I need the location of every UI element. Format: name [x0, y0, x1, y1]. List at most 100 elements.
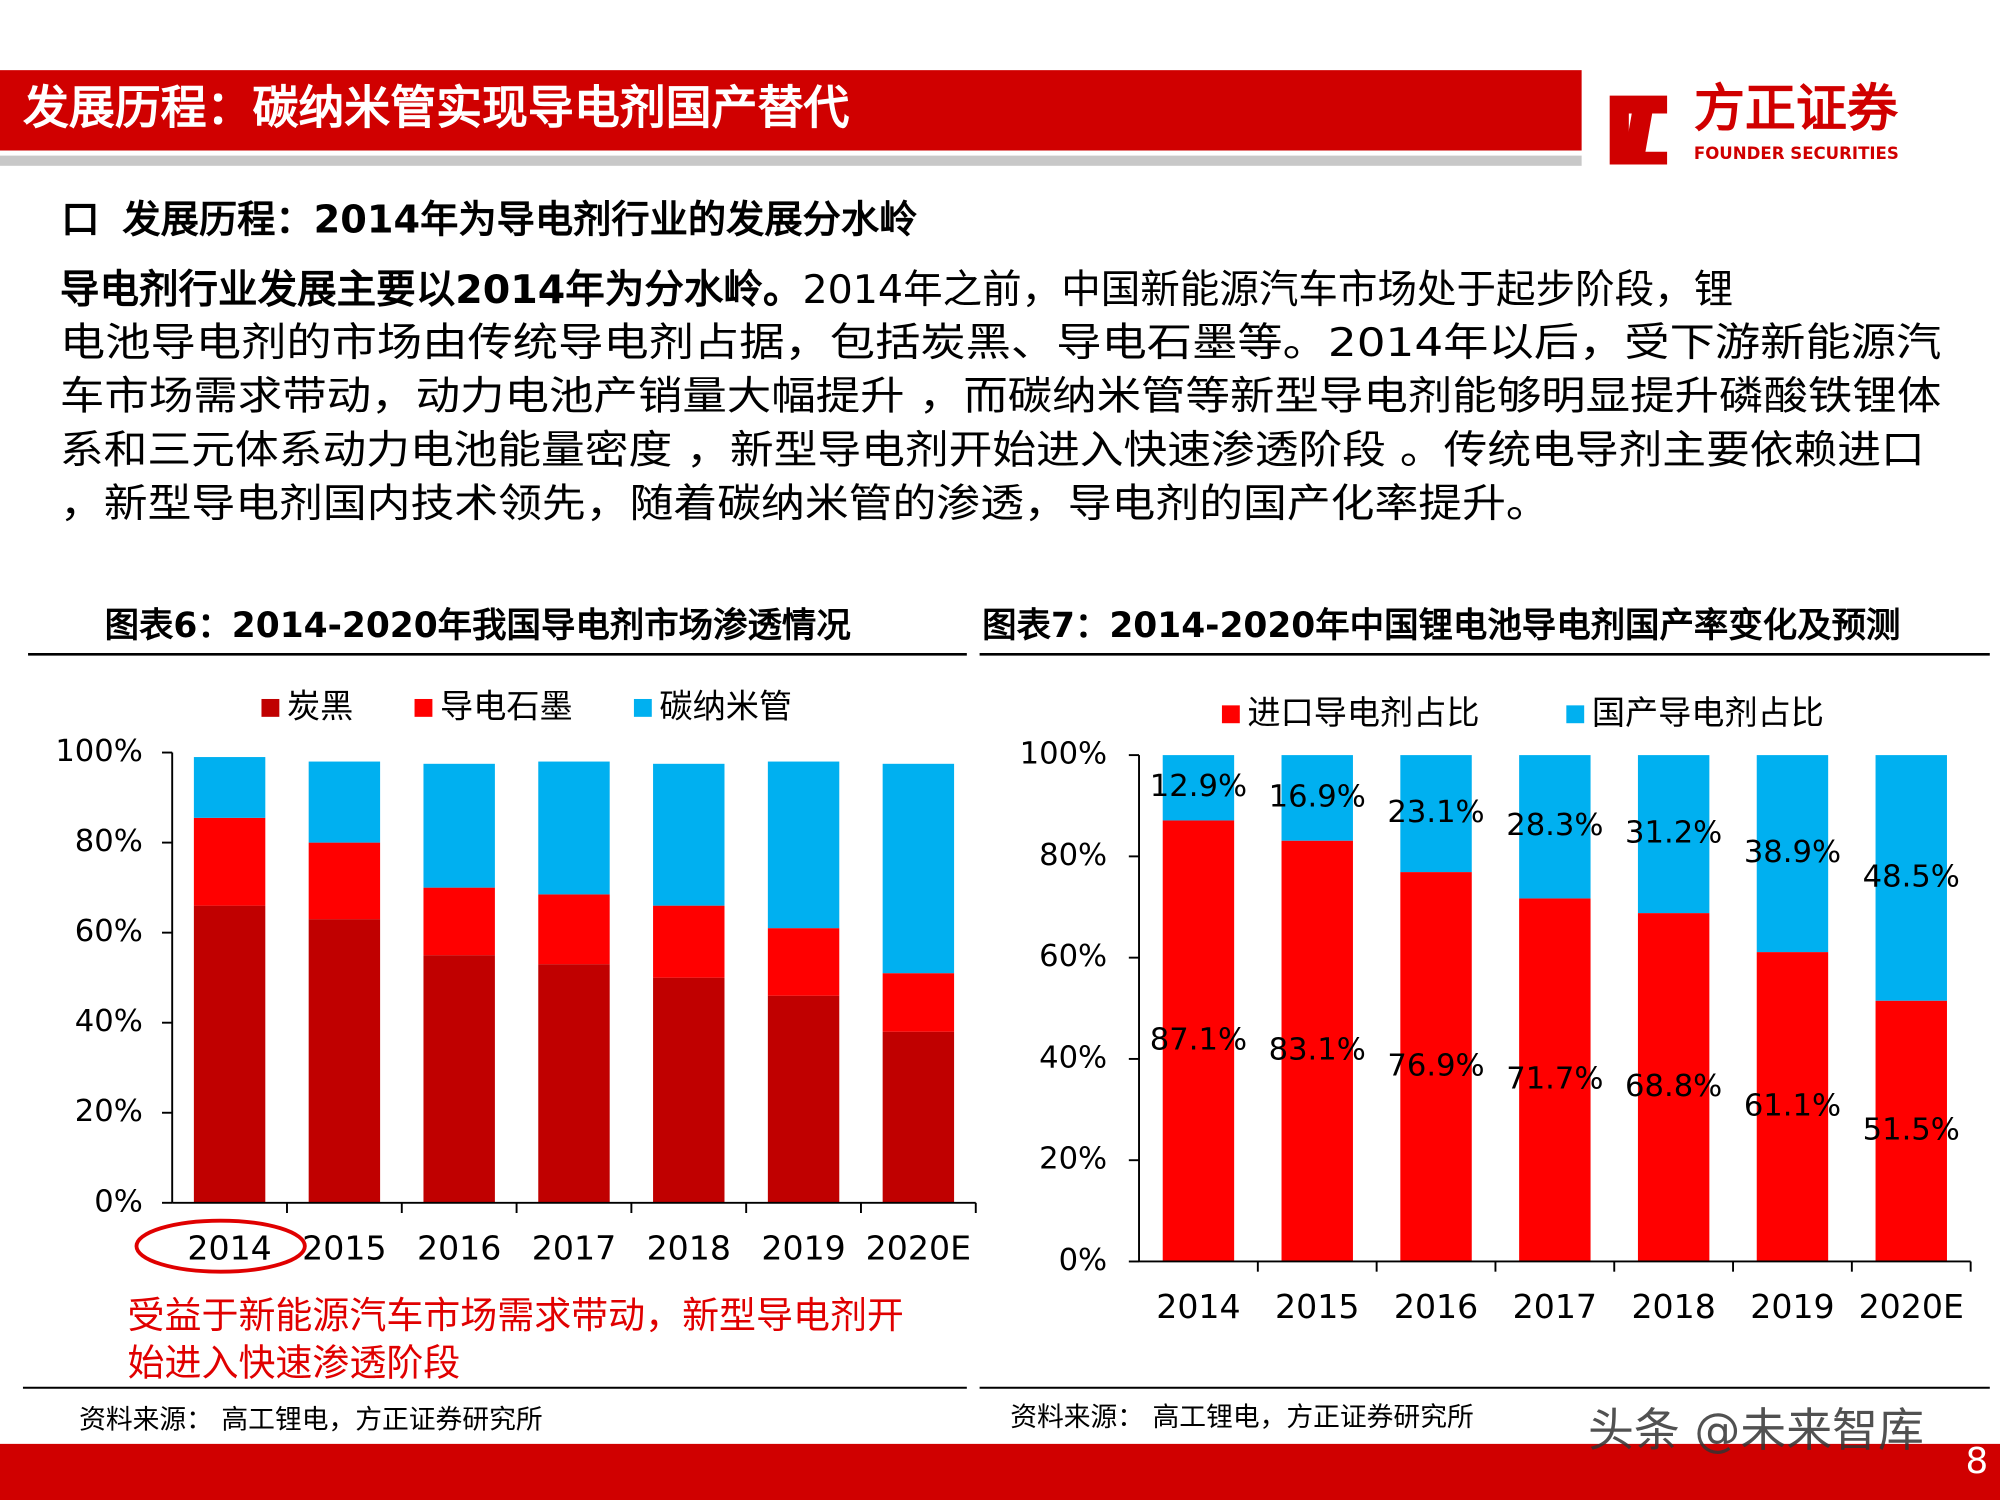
- header-title: 发展历程：碳纳米管实现导电剂国产替代: [23, 80, 849, 134]
- y-tick-label: 0%: [94, 1184, 143, 1219]
- bar-segment: [1281, 840, 1353, 1262]
- chart-title: 图表6：2014-2020年我国导电剂市场渗透情况: [105, 606, 851, 646]
- y-tick-label: 20%: [1039, 1142, 1107, 1177]
- annotation: 始进入快速渗透阶段: [128, 1341, 461, 1384]
- bar-segment: [193, 905, 266, 1203]
- bar-segment: [767, 761, 840, 929]
- bar-segment: [653, 977, 725, 1203]
- highlight-circle: [134, 1218, 307, 1274]
- x-tick-label: 2020E: [866, 1229, 971, 1268]
- legend-label: 导电石墨: [440, 686, 573, 725]
- value-label: 76.9%: [1387, 1048, 1484, 1083]
- bar-segment: [308, 761, 381, 843]
- source: 资料来源： 高工锂电，方正证券研究所: [79, 1404, 543, 1435]
- paragraph-line: 导电剂行业发展主要以2014年为分水岭。2014年之前，中国新能源汽车市场处于起…: [60, 267, 1733, 313]
- bar-segment: [1756, 952, 1829, 1262]
- y-tick-label: 80%: [1039, 838, 1107, 873]
- value-label: 71.7%: [1506, 1061, 1603, 1096]
- section-marker: 口: [61, 197, 99, 242]
- y-tick-label: 60%: [1039, 939, 1107, 974]
- bar-segment: [1875, 755, 1947, 1001]
- page-number: 8: [1966, 1441, 1989, 1482]
- bar-segment: [538, 964, 610, 1203]
- x-tick-label: 2017: [1513, 1287, 1597, 1326]
- bar-segment: [1281, 755, 1353, 841]
- value-label: 48.5%: [1863, 859, 1960, 894]
- x-tick-label: 2018: [647, 1229, 731, 1268]
- bar-segment: [308, 842, 381, 920]
- bar-segment: [1519, 755, 1591, 899]
- y-tick-label: 80%: [75, 824, 143, 859]
- legend-swatch: [633, 698, 652, 717]
- bar-segment: [423, 955, 495, 1203]
- bar-segment: [423, 763, 495, 888]
- bar-segment: [1756, 755, 1829, 953]
- value-label: 38.9%: [1744, 835, 1841, 870]
- x-tick-label: 2019: [1750, 1287, 1834, 1326]
- x-tick-label: 2017: [532, 1229, 616, 1268]
- bar-segment: [1637, 755, 1710, 914]
- x-tick-label: 2015: [1275, 1287, 1359, 1326]
- chart-title: 图表7：2014-2020年中国锂电池导电剂国产率变化及预测: [982, 606, 1900, 646]
- x-tick-label: 2014: [1156, 1287, 1240, 1326]
- y-tick-label: 40%: [1039, 1040, 1107, 1075]
- value-label: 31.2%: [1625, 816, 1722, 851]
- legend-swatch: [261, 698, 280, 717]
- x-tick-label: 2016: [1394, 1287, 1478, 1326]
- logo-mark: [1624, 102, 1655, 154]
- x-tick-label: 2018: [1631, 1287, 1715, 1326]
- bar-segment: [882, 973, 955, 1032]
- legend-swatch: [1566, 705, 1585, 724]
- legend-label: 碳纳米管: [659, 686, 792, 725]
- value-label: 12.9%: [1150, 769, 1247, 804]
- value-label: 83.1%: [1269, 1033, 1366, 1068]
- logo-en: FOUNDER SECURITIES: [1694, 144, 1899, 163]
- paragraph-lead: 导电剂行业发展主要以2014年为分水岭。: [60, 267, 803, 313]
- bar-segment: [882, 1031, 955, 1203]
- paragraph-line: 系和三元体系动力电池能量密度 ，新型导电剂开始进入快速渗透阶段 。传统电导剂主要…: [60, 427, 1925, 473]
- bar-segment: [882, 763, 955, 974]
- bar-segment: [538, 894, 610, 965]
- y-tick-label: 100%: [1020, 737, 1108, 772]
- y-tick-label: 40%: [75, 1004, 143, 1039]
- paragraph-line: 电池导电剂的市场由传统导电剂占据，包括炭黑、导电石墨等。2014年以后，受下游新…: [60, 320, 1941, 366]
- bar-segment: [1400, 872, 1472, 1262]
- bar-segment: [767, 995, 840, 1203]
- bar-segment: [653, 905, 725, 978]
- bar-segment: [538, 761, 610, 895]
- bar-segment: [423, 887, 495, 956]
- value-label: 51.5%: [1863, 1113, 1960, 1148]
- bar-segment: [767, 928, 840, 996]
- x-tick-label: 2016: [417, 1229, 501, 1268]
- paragraph-line: ，新型导电剂国内技术领先，随着碳纳米管的渗透，导电剂的国产化率提升。: [60, 481, 1550, 527]
- bar-segment: [1875, 1000, 1947, 1262]
- source: 资料来源： 高工锂电，方正证券研究所: [1010, 1402, 1474, 1433]
- x-tick-label: 2019: [761, 1229, 845, 1268]
- section-heading: 发展历程：2014年为导电剂行业的发展分水岭: [122, 197, 917, 242]
- legend-label: 炭黑: [287, 686, 353, 725]
- watermark: 头条 @未来智库: [1588, 1403, 1924, 1457]
- bar-segment: [1637, 913, 1710, 1262]
- legend-label: 进口导电剂占比: [1247, 693, 1479, 732]
- paragraph-text: 2014年之前，中国新能源汽车市场处于起步阶段，锂: [802, 267, 1733, 313]
- value-label: 87.1%: [1150, 1022, 1247, 1057]
- header-bar: [0, 70, 1582, 151]
- bar-segment: [1162, 820, 1235, 1262]
- footer-bar: [0, 1443, 2000, 1500]
- header-rule: [0, 155, 1582, 166]
- bar-segment: [653, 763, 725, 906]
- y-tick-label: 0%: [1059, 1243, 1108, 1278]
- y-tick-label: 100%: [55, 734, 143, 769]
- bar-segment: [1162, 755, 1235, 821]
- bar-segment: [193, 757, 266, 818]
- annotation: 受益于新能源汽车市场需求带动，新型导电剂开: [128, 1294, 904, 1337]
- x-tick-label: 2014: [187, 1229, 271, 1268]
- legend-swatch: [1221, 705, 1240, 724]
- logo-cn: 方正证券: [1694, 80, 1899, 139]
- legend-label: 国产导电剂占比: [1592, 693, 1824, 732]
- y-tick-label: 20%: [75, 1094, 143, 1129]
- value-label: 68.8%: [1625, 1069, 1722, 1104]
- value-label: 23.1%: [1387, 795, 1484, 830]
- value-label: 61.1%: [1744, 1088, 1841, 1123]
